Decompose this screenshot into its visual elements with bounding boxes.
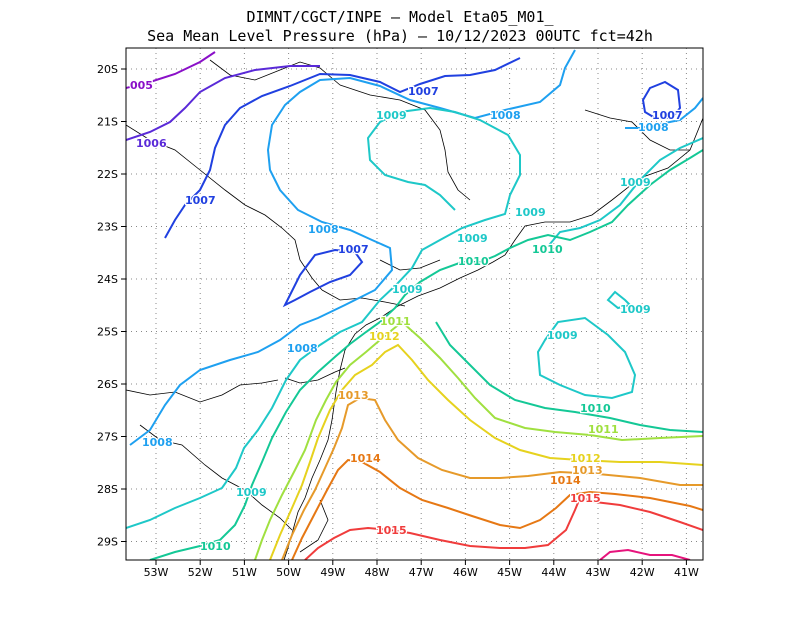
isobar-1007-closed-ne [641,80,682,119]
isobar-1014 [291,458,703,560]
contour-label: 1009 [376,109,407,122]
state-border-mg [339,84,471,201]
map-title-line2: Sea Mean Level Pressure (hPa) — 10/12/20… [147,27,653,45]
coastline [126,59,703,560]
contour-label: 1014 [550,474,581,487]
lagoon-south [299,499,329,553]
lon-tick-label: 45W [497,566,522,579]
lat-tick-label: 26S [97,378,118,391]
lat-tick-label: 21S [97,116,118,129]
lat-tick-label: 22S [97,168,118,181]
graticule [126,48,703,560]
isobar-1009-closed-east [536,316,637,400]
contour-label: 1008 [142,436,173,449]
contour-label: 1008 [308,223,339,236]
contour-label: 1009 [457,232,488,245]
lat-tick-label: 23S [97,221,118,234]
contour-label: 1009 [620,176,651,189]
lat-tick-label: 20S [97,63,118,76]
uruguay-river-border [126,379,279,403]
contour-label: 1009 [515,206,546,219]
contour-label: 1014 [350,452,381,465]
parana-border [321,289,406,307]
isobar-1009-main [126,106,521,529]
lon-tick-label: 42W [630,566,655,579]
isobar-1006 [126,65,320,141]
map-title-line1: DIMNT/CGCT/INPE — Model Eta05_M01_ [246,8,554,26]
isobar-1015 [304,496,703,560]
lon-tick-label: 43W [586,566,611,579]
contour-label: 1009 [236,486,267,499]
lon-tick-label: 50W [276,566,301,579]
axes: 20S 21S 22S 23S 24S 25S 26S 27S 28S 29S 53W 52W 51W 5… [97,63,699,579]
river-bay [379,259,441,271]
contour-label: 1010 [200,540,231,553]
contour-label: 1012 [570,452,601,465]
isobar-1010 [149,149,703,560]
isobar-1009-closed-se [606,290,632,310]
lon-tick-label: 52W [188,566,213,579]
contour-label: 1012 [369,330,400,343]
isobar-1008-ne [625,97,703,129]
lat-tick-label: 24S [97,273,118,286]
state-border-sc [284,367,346,384]
lon-tick-label: 53W [144,566,169,579]
contour-label: 1008 [287,342,318,355]
contour-label: 1006 [136,137,167,150]
contour-label: 005 [130,79,153,92]
map-frame [125,47,704,561]
contour-label: 1009 [620,303,651,316]
isobar-1005 [126,51,216,89]
contour-label: 1010 [532,243,563,256]
lat-tick-label: 28S [97,483,118,496]
lon-tick-label: 44W [541,566,566,579]
atlantic-coastline [283,117,703,560]
isobar-1013 [281,396,703,560]
contour-label: 1009 [547,329,578,342]
contour-label: 1013 [572,464,603,477]
contour-label: 1010 [580,402,611,415]
north-border [209,59,341,86]
lon-tick-label: 47W [409,566,434,579]
paraguay-border [126,124,323,291]
contour-label: 1015 [570,492,601,505]
contour-label: 1008 [638,121,669,134]
isobar-1012 [269,343,703,560]
contour-label: 1009 [392,283,423,296]
contour-label: 1015 [376,524,407,537]
contour-label: 1010 [458,255,489,268]
lat-tick-label: 25S [97,326,118,339]
contour-label: 1007 [338,243,369,256]
isobar-1007-closed-inland [282,248,364,308]
lat-tick-label: 27S [97,431,118,444]
contour-label: 1011 [588,423,619,436]
lat-tick-label: 29S [97,536,118,549]
lon-tick-label: 48W [365,566,390,579]
isobar-1009-east [544,137,703,251]
lon-tick-label: 51W [232,566,257,579]
contour-label: 1007 [652,109,683,122]
isobar-1016 [599,548,691,560]
contour-label: 1013 [338,389,369,402]
isobar-1007-north [164,57,521,239]
isobar-1010-lower [435,321,703,433]
isobar-1011 [254,320,703,560]
lon-tick-label: 41W [674,566,699,579]
isobars [126,49,703,560]
contour-label: 1011 [380,315,411,328]
contour-labels: 005 1006 1007 1007 1007 1007 1008 1008 1… [129,78,684,555]
state-border-rj [584,109,690,151]
contour-label: 1008 [490,109,521,122]
lon-tick-label: 49W [320,566,345,579]
contour-label: 1007 [408,85,439,98]
lon-tick-label: 46W [453,566,478,579]
contour-label: 1007 [185,194,216,207]
